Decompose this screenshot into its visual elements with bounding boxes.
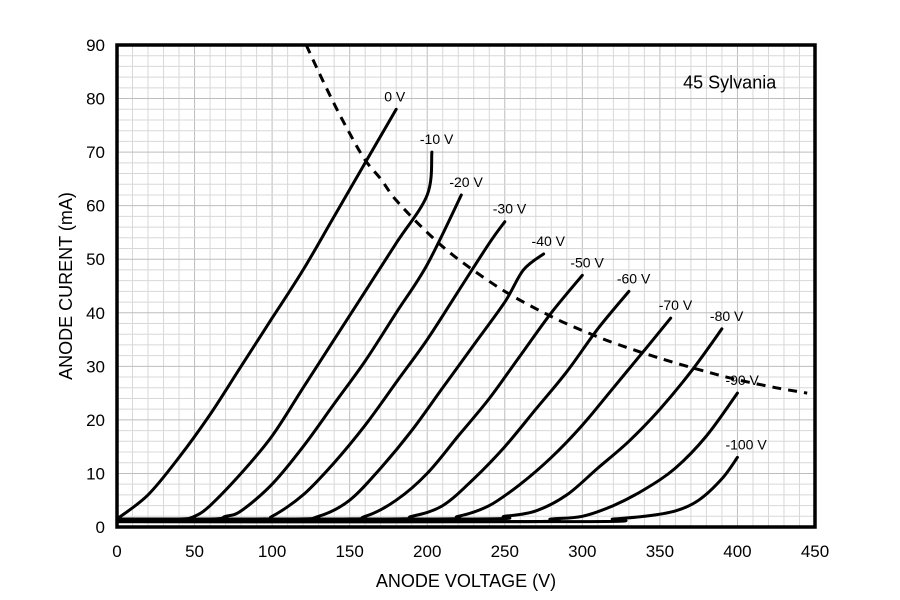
y-tick-label: 70: [86, 143, 105, 162]
plot-frame: [115, 43, 817, 529]
y-tick-labels: 0 10 20 30 40 50 60 70 80 90: [86, 36, 105, 537]
curve-0v: [115, 107, 398, 521]
x-axis-title: ANODE VOLTAGE (V): [376, 571, 556, 591]
grid: [116, 44, 816, 528]
grid-voltage-curves: [115, 107, 739, 524]
x-tick-label: 100: [258, 542, 286, 561]
y-axis-title: ANODE CURENT (mA): [56, 192, 76, 380]
y-tick-label: 50: [86, 250, 105, 269]
x-tick-labels: 0 50 100 150 200 250 300 350 400 450: [112, 542, 829, 561]
curve-label: 0 V: [384, 88, 406, 104]
curve-label: -20 V: [449, 174, 483, 190]
tube-annotation: 45 Sylvania: [683, 72, 777, 92]
curve-label: -80 V: [710, 308, 744, 324]
x-tick-label: 300: [568, 542, 596, 561]
curve-labels: 0 V -10 V -20 V -30 V -40 V-50 V -60 V -70 V -8…: [384, 88, 767, 452]
x-tick-label: 250: [491, 542, 519, 561]
x-tick-label: 150: [335, 542, 363, 561]
curve-label: -60 V: [617, 270, 651, 286]
y-tick-label: 90: [86, 36, 105, 55]
x-tick-label: 50: [185, 542, 204, 561]
curve-neg70v: [115, 316, 673, 521]
curve-neg30v: [115, 220, 507, 521]
x-tick-label: 400: [723, 542, 751, 561]
y-tick-label: 40: [86, 304, 105, 323]
y-tick-label: 30: [86, 357, 105, 376]
max-dissipation-curve: [304, 44, 808, 395]
y-tick-label: 10: [86, 464, 105, 483]
curve-label: -10 V: [420, 131, 454, 147]
curve-label: -70 V: [659, 297, 693, 313]
y-tick-label: 60: [86, 197, 105, 216]
x-tick-label: 350: [646, 542, 674, 561]
curve-label: -40 V: [532, 233, 566, 249]
curve-neg60v: [115, 289, 631, 521]
curve-neg80v: [115, 327, 724, 521]
y-tick-label: 80: [86, 90, 105, 109]
curve-label: -90 V: [725, 372, 759, 388]
curve-neg40v: [115, 252, 546, 521]
curve-label: -100 V: [725, 436, 767, 452]
x-tick-label: 0: [112, 542, 121, 561]
curve-label: -30 V: [493, 201, 527, 217]
y-tick-label: 0: [96, 518, 105, 537]
y-tick-label: 20: [86, 411, 105, 430]
curve-label: -50 V: [570, 254, 604, 270]
curve-neg100v: [115, 455, 739, 524]
x-tick-label: 200: [413, 542, 441, 561]
x-tick-label: 450: [801, 542, 829, 561]
curve-neg10v: [115, 150, 434, 521]
